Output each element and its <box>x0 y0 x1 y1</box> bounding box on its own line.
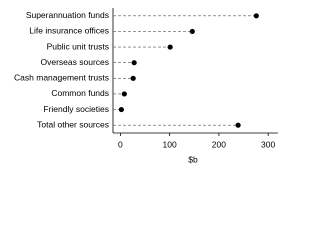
y-tick-label: Cash management trusts <box>14 73 109 83</box>
page: {"chart_data": {"type": "dot", "categori… <box>14 8 278 165</box>
x-tick-label: 300 <box>261 139 275 149</box>
dot <box>235 122 241 128</box>
dot <box>253 13 259 19</box>
x-tick-label: 100 <box>163 139 177 149</box>
x-axis-label: $b <box>188 154 198 164</box>
x-tick-label: 200 <box>212 139 226 149</box>
dot <box>130 75 136 81</box>
dot <box>167 44 173 50</box>
dot <box>189 28 195 35</box>
chart: $b 0 100 200 300 Superannuation funds Life in… <box>14 8 278 164</box>
y-tick-label: Public unit trusts <box>47 41 109 51</box>
y-tick-label: Overseas sources <box>41 57 110 67</box>
dot <box>121 91 127 97</box>
y-tick-label: Friendly societies <box>43 104 109 114</box>
y-tick-label: Common funds <box>51 88 109 98</box>
x-tick-label: 0 <box>118 139 123 149</box>
y-tick-label: Total other sources <box>37 119 109 129</box>
dot <box>118 106 124 113</box>
y-tick-label: Superannuation funds <box>26 10 109 20</box>
dot <box>131 60 137 66</box>
y-tick-label: Life insurance offices <box>29 26 109 36</box>
